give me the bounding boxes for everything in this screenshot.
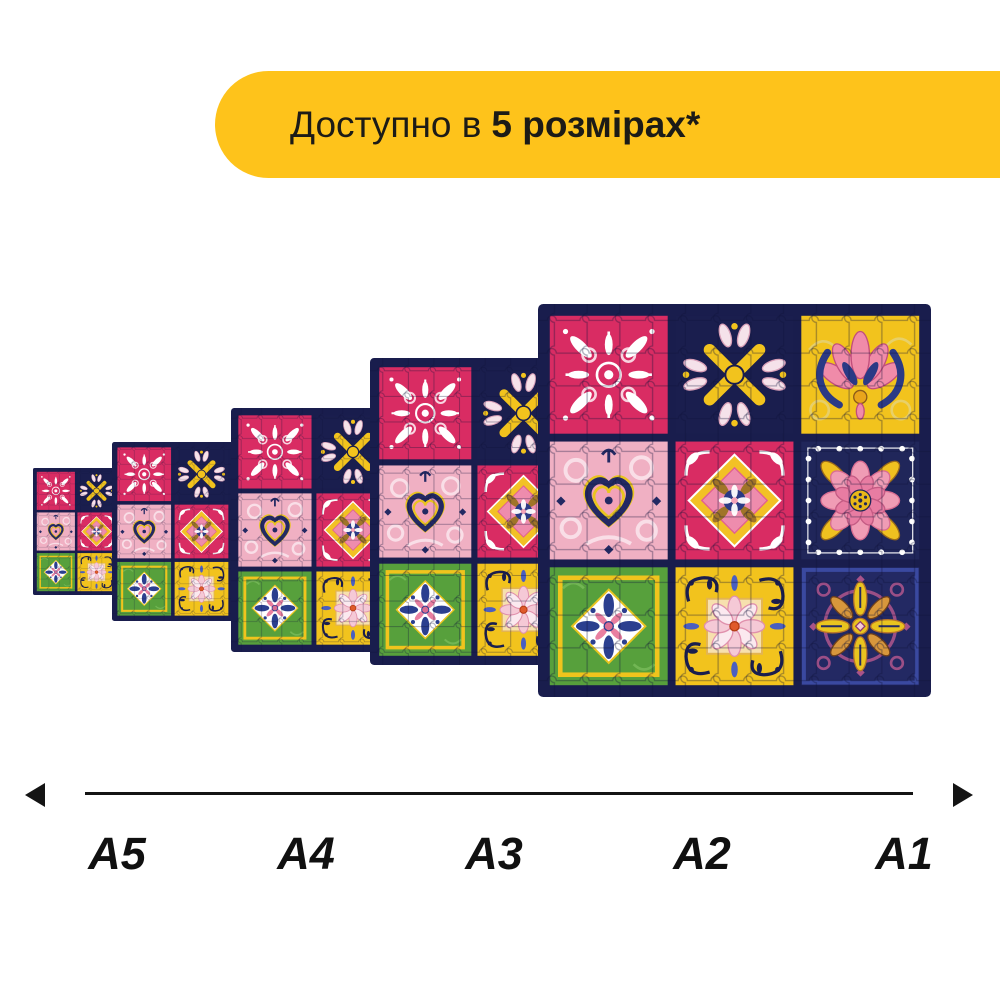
banner-text-bold: 5 розмірах* bbox=[491, 103, 701, 145]
left-arrow-icon bbox=[25, 783, 45, 807]
size-label-a2: A2 bbox=[673, 828, 731, 879]
puzzle-size-a1 bbox=[538, 304, 931, 697]
size-label-a1: A1 bbox=[875, 828, 933, 879]
size-axis-line bbox=[85, 792, 913, 795]
size-label-a3: A3 bbox=[465, 828, 523, 879]
right-arrow-icon bbox=[953, 783, 973, 807]
size-label-a5: A5 bbox=[88, 828, 146, 879]
size-label-a4: A4 bbox=[277, 828, 335, 879]
banner-text-regular: Доступно в bbox=[290, 103, 482, 145]
availability-banner: Доступно в 5 розмірах* bbox=[215, 71, 1000, 178]
